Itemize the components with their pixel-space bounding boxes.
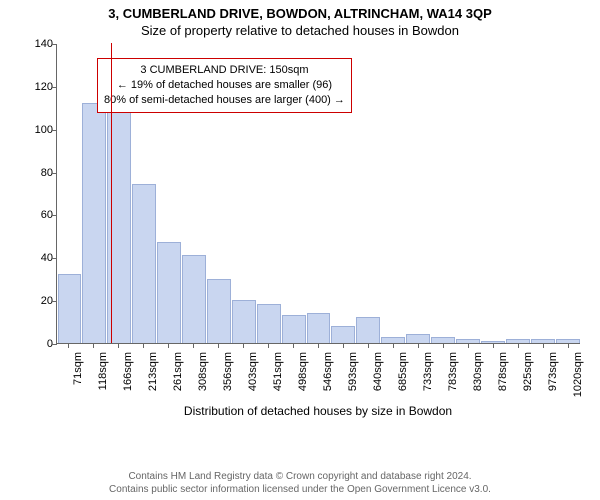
x-tick-label: 356sqm (222, 352, 234, 391)
bar (431, 337, 455, 343)
y-tick-label: 100 (23, 124, 53, 136)
y-tick-mark (52, 44, 57, 45)
bar (331, 326, 355, 343)
x-tick-mark (243, 344, 244, 348)
annotation-box: 3 CUMBERLAND DRIVE: 150sqm ← 19% of deta… (97, 58, 352, 113)
x-tick-label: 830sqm (472, 352, 484, 391)
bar (531, 339, 555, 343)
y-tick-label: 80 (23, 167, 53, 179)
y-tick-label: 40 (23, 252, 53, 264)
bar (381, 337, 405, 343)
x-tick-label: 1020sqm (572, 352, 584, 397)
bar (481, 341, 505, 343)
x-tick-mark (318, 344, 319, 348)
x-tick-label: 261sqm (172, 352, 184, 391)
y-tick-mark (52, 301, 57, 302)
annotation-line3: 80% of semi-detached houses are larger (… (104, 93, 345, 108)
x-tick-label: 71sqm (72, 352, 84, 385)
x-tick-label: 546sqm (322, 352, 334, 391)
x-tick-label: 451sqm (272, 352, 284, 391)
bar (506, 339, 530, 343)
annotation-line1: 3 CUMBERLAND DRIVE: 150sqm (104, 63, 345, 78)
x-tick-mark (68, 344, 69, 348)
page-subtitle: Size of property relative to detached ho… (0, 21, 600, 38)
bar (282, 315, 306, 343)
x-tick-mark (143, 344, 144, 348)
bar (232, 300, 256, 343)
x-tick-label: 213sqm (147, 352, 159, 391)
footer-line2: Contains public sector information licen… (0, 483, 600, 496)
x-tick-label: 118sqm (97, 352, 109, 390)
x-tick-mark (368, 344, 369, 348)
x-tick-label: 878sqm (497, 352, 509, 391)
x-tick-mark (468, 344, 469, 348)
x-tick-label: 403sqm (247, 352, 259, 391)
x-tick-mark (193, 344, 194, 348)
y-tick-mark (52, 344, 57, 345)
bar (556, 339, 580, 343)
x-tick-label: 973sqm (547, 352, 559, 391)
x-axis-ticks: Distribution of detached houses by size … (56, 348, 580, 418)
chart-container: Number of detached properties 3 CUMBERLA… (0, 38, 600, 438)
x-tick-mark (168, 344, 169, 348)
bar (356, 317, 380, 343)
bar (307, 313, 331, 343)
x-tick-mark (343, 344, 344, 348)
y-tick-mark (52, 173, 57, 174)
bar (132, 184, 156, 343)
x-tick-label: 925sqm (522, 352, 534, 391)
footer-attribution: Contains HM Land Registry data © Crown c… (0, 470, 600, 496)
x-axis-label: Distribution of detached houses by size … (56, 404, 580, 418)
footer-line1: Contains HM Land Registry data © Crown c… (0, 470, 600, 483)
y-tick-label: 20 (23, 295, 53, 307)
y-tick-mark (52, 130, 57, 131)
y-tick-mark (52, 87, 57, 88)
y-tick-label: 120 (23, 81, 53, 93)
annotation-line2: ← 19% of detached houses are smaller (96… (104, 78, 345, 93)
bar (157, 242, 181, 343)
plot-area: 3 CUMBERLAND DRIVE: 150sqm ← 19% of deta… (56, 44, 580, 344)
y-tick-label: 140 (23, 38, 53, 50)
x-tick-mark (543, 344, 544, 348)
x-tick-label: 593sqm (347, 352, 359, 391)
x-tick-mark (518, 344, 519, 348)
y-tick-mark (52, 258, 57, 259)
x-tick-mark (493, 344, 494, 348)
x-tick-mark (393, 344, 394, 348)
x-tick-label: 640sqm (372, 352, 384, 391)
bar (58, 274, 82, 343)
marker-line (111, 43, 112, 343)
x-tick-mark (268, 344, 269, 348)
x-tick-mark (293, 344, 294, 348)
x-tick-mark (118, 344, 119, 348)
bar (82, 103, 106, 343)
page-title-address: 3, CUMBERLAND DRIVE, BOWDON, ALTRINCHAM,… (0, 0, 600, 21)
x-tick-mark (568, 344, 569, 348)
x-tick-mark (218, 344, 219, 348)
x-tick-label: 733sqm (422, 352, 434, 391)
bar (182, 255, 206, 343)
x-tick-label: 166sqm (122, 352, 134, 391)
y-tick-mark (52, 215, 57, 216)
x-tick-label: 685sqm (397, 352, 409, 391)
x-tick-label: 783sqm (447, 352, 459, 391)
x-tick-mark (443, 344, 444, 348)
x-tick-mark (93, 344, 94, 348)
x-tick-mark (418, 344, 419, 348)
bar (456, 339, 480, 343)
y-tick-label: 0 (23, 338, 53, 350)
x-tick-label: 308sqm (197, 352, 209, 391)
bar (406, 334, 430, 343)
x-tick-label: 498sqm (297, 352, 309, 391)
y-tick-label: 60 (23, 209, 53, 221)
bar (207, 279, 231, 343)
bar (257, 304, 281, 343)
